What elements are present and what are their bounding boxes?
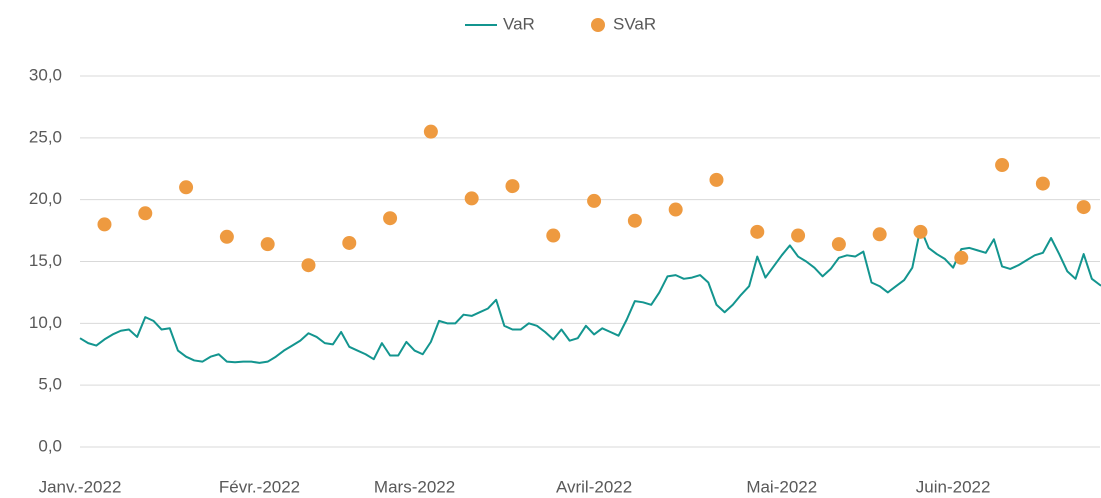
point <box>1035 176 1050 191</box>
y-tick-label: 5,0 <box>38 375 62 394</box>
point <box>791 228 806 243</box>
point <box>219 229 234 244</box>
legend-label: VaR <box>503 14 535 33</box>
y-tick-label: 30,0 <box>29 65 62 84</box>
point <box>138 206 153 221</box>
point <box>342 235 357 250</box>
point <box>1076 200 1091 215</box>
point <box>954 250 969 265</box>
point <box>179 180 194 195</box>
y-tick-label: 15,0 <box>29 251 62 270</box>
x-tick-label: Mars-2022 <box>374 477 455 496</box>
x-tick-label: Janv.-2022 <box>39 477 122 496</box>
point <box>505 179 520 194</box>
point <box>260 237 275 252</box>
x-tick-label: Mai-2022 <box>746 477 817 496</box>
line <box>79 227 1101 364</box>
point <box>423 124 438 139</box>
point <box>831 237 846 252</box>
point <box>668 202 683 217</box>
point <box>750 224 765 239</box>
x-tick-label: Avril-2022 <box>556 477 632 496</box>
y-tick-label: 10,0 <box>29 313 62 332</box>
point <box>97 217 112 232</box>
y-tick-label: 20,0 <box>29 189 62 208</box>
point <box>587 193 602 208</box>
point <box>464 191 479 206</box>
point <box>709 172 724 187</box>
point <box>872 227 887 242</box>
point <box>546 228 561 243</box>
point <box>913 224 928 239</box>
point <box>301 258 316 273</box>
point <box>995 158 1010 173</box>
y-tick-label: 0,0 <box>38 436 62 455</box>
legend-label: SVaR <box>613 14 656 33</box>
legend-swatch <box>591 18 605 32</box>
x-tick-label: Févr.-2022 <box>219 477 300 496</box>
x-tick-label: Juin-2022 <box>916 477 991 496</box>
y-tick-label: 25,0 <box>29 127 62 146</box>
point <box>627 213 642 228</box>
point <box>383 211 398 226</box>
